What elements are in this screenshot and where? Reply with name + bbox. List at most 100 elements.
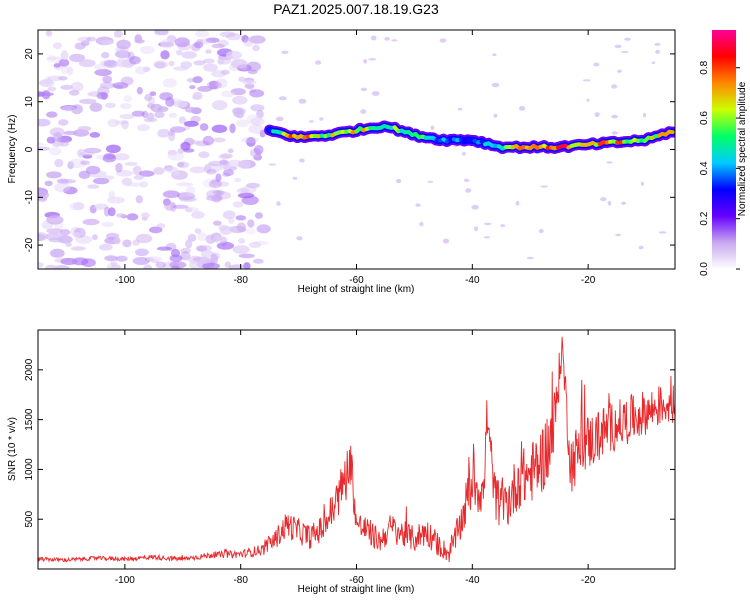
snr-y-axis-label: SNR (10 * v/v) bbox=[7, 417, 18, 481]
noise-blob bbox=[67, 161, 74, 170]
noise-blob bbox=[140, 46, 155, 54]
noise-blob bbox=[88, 170, 107, 178]
noise-blob bbox=[205, 49, 212, 54]
noise-blob bbox=[94, 68, 112, 77]
noise-blob bbox=[141, 110, 149, 119]
noise-blob bbox=[39, 79, 55, 88]
noise-blob bbox=[157, 128, 170, 138]
noise-blob bbox=[371, 91, 380, 96]
noise-blob bbox=[176, 182, 194, 187]
noise-blob bbox=[120, 102, 132, 110]
noise-blob bbox=[211, 43, 225, 49]
noise-blob bbox=[134, 39, 145, 44]
noise-blob bbox=[69, 53, 85, 63]
noise-blob bbox=[594, 112, 600, 118]
noise-blob bbox=[107, 207, 116, 217]
noise-blob bbox=[85, 165, 101, 175]
x-tick-label: -100 bbox=[115, 275, 135, 286]
noise-blob bbox=[87, 184, 100, 189]
noise-blob bbox=[457, 107, 463, 111]
noise-blob bbox=[115, 170, 133, 177]
noise-blob bbox=[308, 120, 314, 123]
noise-blob bbox=[131, 110, 145, 117]
noise-blob bbox=[463, 178, 470, 182]
noise-blob bbox=[112, 82, 129, 89]
noise-blob bbox=[58, 179, 77, 184]
noise-blob bbox=[360, 87, 368, 92]
snr-x-axis-label: Height of straight line (km) bbox=[298, 584, 415, 595]
noise-blob bbox=[156, 246, 172, 251]
colorbar-tick-label: 0.0 bbox=[699, 262, 710, 276]
noise-blob bbox=[391, 39, 398, 42]
noise-blob bbox=[249, 89, 265, 98]
noise-blob bbox=[183, 120, 199, 127]
colorbar-tick-label: 0.8 bbox=[699, 60, 710, 74]
noise-blob bbox=[188, 139, 201, 145]
noise-blob bbox=[259, 129, 266, 138]
noise-blob bbox=[219, 159, 229, 165]
noise-blob bbox=[46, 215, 64, 225]
noise-blob bbox=[168, 131, 176, 142]
noise-blob bbox=[202, 135, 214, 146]
noise-blob bbox=[211, 70, 227, 78]
noise-blob bbox=[104, 255, 118, 262]
noise-blob bbox=[268, 163, 277, 166]
noise-blob bbox=[153, 60, 169, 69]
noise-blob bbox=[46, 111, 58, 118]
noise-blob bbox=[38, 233, 46, 242]
noise-blob bbox=[218, 57, 231, 65]
noise-blob bbox=[231, 107, 246, 115]
noise-blob bbox=[116, 39, 131, 50]
noise-blob bbox=[202, 262, 220, 269]
noise-blob bbox=[278, 96, 287, 101]
noise-blob bbox=[46, 54, 57, 63]
noise-blob bbox=[105, 144, 121, 154]
noise-blob bbox=[54, 158, 64, 168]
noise-blob bbox=[157, 106, 169, 112]
noise-blob bbox=[63, 186, 78, 195]
noise-blob bbox=[53, 63, 61, 68]
noise-blob bbox=[180, 247, 191, 254]
noise-blob bbox=[195, 140, 210, 147]
noise-blob bbox=[102, 75, 113, 84]
noise-blob bbox=[44, 180, 53, 187]
noise-blob bbox=[121, 119, 129, 130]
noise-blob bbox=[189, 166, 206, 174]
noise-blob bbox=[620, 50, 629, 53]
figure-title: PAZ1.2025.007.18.19.G23 bbox=[273, 1, 439, 17]
y-tick-label: 10 bbox=[24, 96, 35, 108]
noise-blob bbox=[600, 197, 607, 202]
noise-blob bbox=[137, 124, 150, 132]
noise-blob bbox=[199, 257, 213, 264]
noise-blob bbox=[47, 56, 64, 61]
noise-blob bbox=[206, 168, 217, 175]
noise-blob bbox=[241, 35, 249, 43]
noise-blob bbox=[169, 261, 187, 269]
noise-blob bbox=[54, 182, 71, 193]
noise-blob bbox=[39, 79, 53, 85]
noise-blob bbox=[186, 78, 195, 83]
noise-blob bbox=[132, 257, 150, 265]
x-tick-label: -80 bbox=[233, 575, 248, 586]
x-tick-label: -100 bbox=[115, 575, 135, 586]
noise-blob bbox=[241, 137, 259, 143]
noise-blob bbox=[107, 119, 120, 127]
noise-blob bbox=[246, 137, 256, 147]
noise-blob bbox=[154, 111, 165, 119]
noise-blob bbox=[238, 76, 246, 83]
noise-blob bbox=[180, 251, 191, 261]
noise-blob bbox=[200, 38, 212, 45]
noise-blob bbox=[518, 106, 526, 111]
noise-blob bbox=[606, 161, 613, 164]
noise-blob bbox=[246, 182, 260, 189]
noise-blob bbox=[91, 234, 98, 241]
noise-blob bbox=[256, 224, 271, 234]
noise-blob bbox=[222, 210, 236, 220]
noise-blob bbox=[57, 119, 69, 126]
noise-blob bbox=[250, 104, 265, 112]
noise-blob bbox=[212, 235, 228, 244]
noise-blob bbox=[315, 60, 322, 65]
noise-blob bbox=[153, 167, 165, 175]
noise-blob bbox=[491, 82, 500, 88]
noise-blob bbox=[540, 185, 548, 188]
